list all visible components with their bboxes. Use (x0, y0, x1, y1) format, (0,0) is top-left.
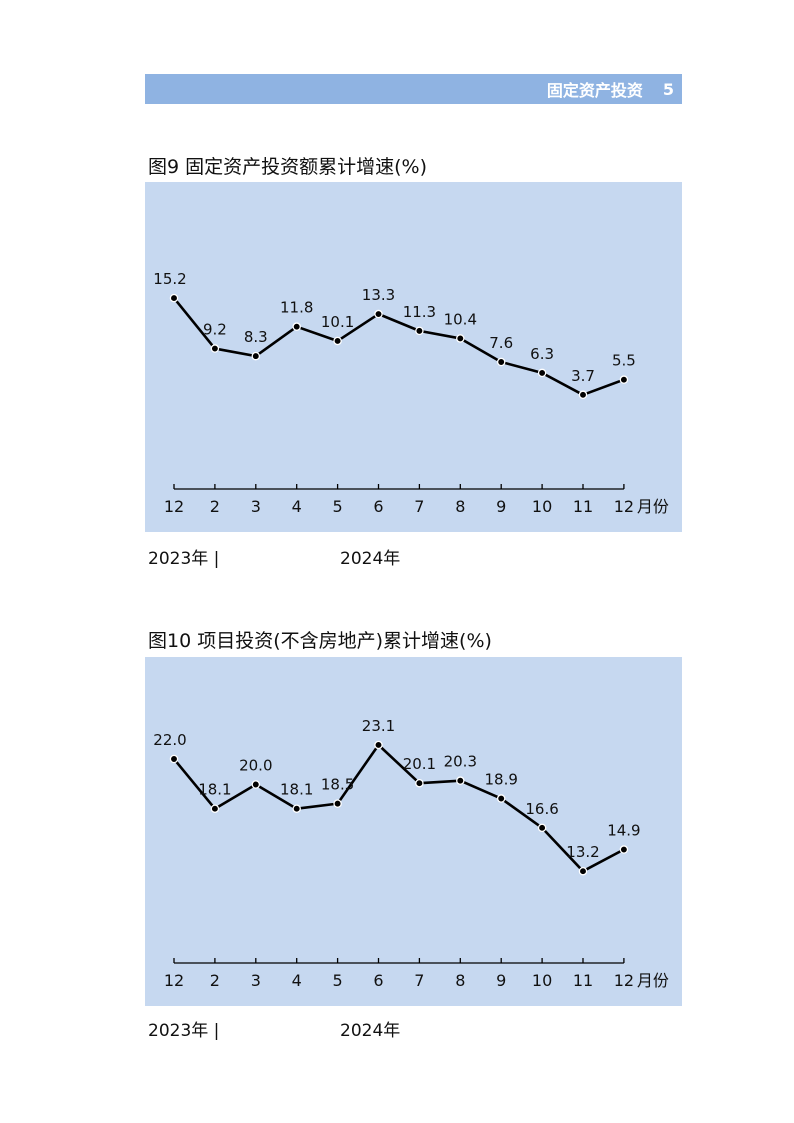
data-label: 18.9 (484, 771, 517, 789)
x-tick-label: 2 (210, 497, 220, 516)
x-tick-label: 6 (373, 497, 383, 516)
data-label: 10.4 (444, 310, 477, 328)
data-label: 20.0 (239, 757, 272, 775)
data-label: 14.9 (607, 822, 640, 840)
x-axis-unit: 月份 (637, 971, 669, 990)
data-label: 18.5 (321, 776, 354, 794)
data-point (496, 794, 506, 803)
x-tick-label: 12 (164, 971, 184, 990)
x-tick-label: 7 (414, 497, 424, 516)
x-tick-label: 4 (292, 971, 302, 990)
x-tick-label: 3 (251, 971, 261, 990)
x-tick-label: 12 (164, 497, 184, 516)
data-point (537, 823, 547, 833)
data-point (456, 334, 465, 343)
data-label: 18.1 (198, 781, 231, 799)
data-point (251, 351, 261, 361)
series-line (172, 743, 625, 873)
year-separator: | (213, 1021, 220, 1041)
data-label: 8.3 (244, 328, 268, 346)
data-label: 18.1 (280, 781, 313, 799)
year-label-2024: 2024年 (340, 1021, 401, 1041)
figure-9-title: 图9 固定资产投资额累计增速(%) (148, 156, 428, 178)
data-label: 6.3 (530, 345, 554, 363)
data-label: 20.3 (444, 753, 477, 771)
data-point (333, 799, 342, 808)
x-tick-label: 6 (373, 971, 383, 990)
data-point (210, 344, 220, 353)
data-point (537, 368, 547, 378)
year-separator: | (213, 549, 220, 569)
data-point (292, 804, 301, 813)
page-header-bar: 固定资产投资 5 (145, 74, 682, 104)
x-tick-label: 4 (292, 497, 302, 516)
x-tick-label: 10 (532, 971, 552, 990)
x-tick-label: 5 (333, 971, 343, 990)
data-label: 16.6 (525, 800, 558, 818)
figure-9-chart-panel: 12 2 3 4 5 6 7 8 9 10 11 12 月份 15.2 9.2 8.3 11.8 10.1 13.3… (145, 182, 682, 532)
data-point (619, 845, 629, 854)
data-label: 11.8 (280, 299, 313, 317)
data-label: 13.3 (362, 286, 395, 304)
data-point (169, 754, 179, 764)
year-label-2023: 2023年 (148, 549, 209, 569)
data-label: 5.5 (612, 352, 636, 370)
x-tick-label: 10 (532, 497, 552, 516)
data-point (169, 293, 179, 303)
data-point (578, 866, 588, 876)
data-label: 7.6 (489, 334, 513, 352)
x-tick-label: 8 (455, 497, 465, 516)
x-axis-unit: 月份 (637, 497, 669, 516)
data-point (333, 336, 342, 346)
data-point (456, 776, 465, 785)
page-number: 5 (662, 79, 674, 99)
section-title: 固定资产投资 (546, 81, 643, 100)
figure-10-year-row: 2023年 | 2024年 (148, 1016, 682, 1042)
data-point (292, 322, 301, 331)
figure-10-chart-panel: 12 2 3 4 5 6 7 8 9 10 11 12 月份 22.0 18.1 20.0 18.1 18.5 23… (145, 657, 682, 1006)
x-tick-label: 9 (496, 497, 506, 516)
x-tick-label: 11 (573, 971, 593, 990)
data-point (415, 326, 424, 336)
figure-9-year-row: 2023年 | 2024年 (148, 544, 682, 570)
data-point (619, 375, 629, 384)
data-label: 13.2 (566, 843, 599, 861)
x-tick-label: 5 (333, 497, 343, 516)
data-label: 9.2 (203, 321, 227, 339)
data-point (496, 357, 506, 367)
data-point (374, 740, 383, 750)
data-label: 20.1 (403, 755, 436, 773)
x-tick-label: 2 (210, 971, 220, 990)
series-line (172, 297, 625, 397)
x-tick-label: 12 (614, 971, 634, 990)
data-point (374, 309, 383, 319)
data-label: 23.1 (362, 717, 395, 735)
x-tick-label: 7 (414, 971, 424, 990)
data-point (210, 804, 220, 813)
year-label-2023: 2023年 (148, 1021, 209, 1041)
x-tick-label: 11 (573, 497, 593, 516)
x-tick-label: 3 (251, 497, 261, 516)
year-label-2024: 2024年 (340, 549, 401, 569)
data-point (578, 390, 588, 400)
data-label: 3.7 (571, 367, 595, 385)
x-tick-label: 9 (496, 971, 506, 990)
data-label: 22.0 (153, 731, 186, 749)
x-tick-label: 8 (455, 971, 465, 990)
data-point (415, 778, 424, 788)
figure-10-title: 图10 项目投资(不含房地产)累计增速(%) (148, 630, 492, 652)
data-label: 11.3 (403, 303, 436, 321)
x-tick-label: 12 (614, 497, 634, 516)
data-label: 10.1 (321, 313, 354, 331)
data-point (251, 780, 261, 789)
data-label: 15.2 (153, 270, 186, 288)
